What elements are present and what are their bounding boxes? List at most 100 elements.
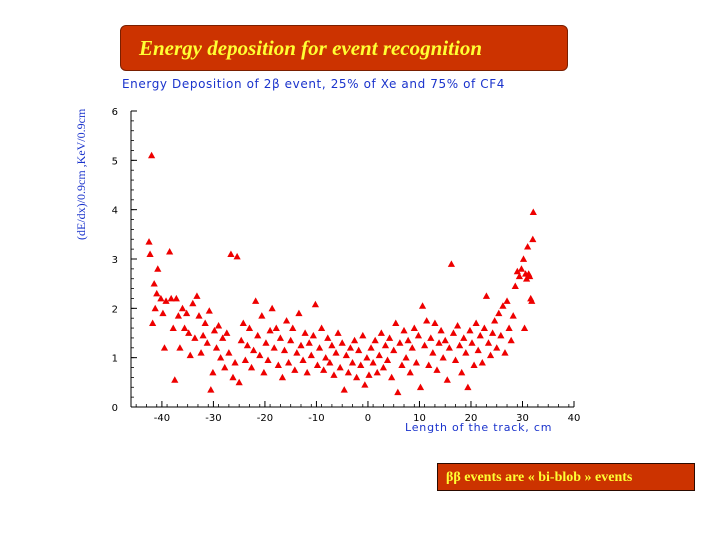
data-point	[482, 292, 491, 299]
data-point	[429, 349, 437, 356]
y-tick-label: 0	[112, 403, 118, 414]
data-point	[453, 322, 462, 329]
data-point	[145, 238, 153, 245]
data-point	[195, 312, 203, 319]
data-point	[501, 349, 509, 356]
data-point	[157, 294, 165, 302]
y-tick-label: 5	[112, 156, 118, 167]
x-axis-label: Length of the track, cm	[405, 421, 553, 434]
data-point	[385, 334, 394, 341]
data-point	[233, 252, 241, 260]
data-point	[313, 361, 322, 368]
data-point	[303, 368, 311, 376]
data-point	[462, 349, 470, 356]
data-point	[278, 373, 287, 381]
data-point	[229, 373, 237, 381]
data-point	[172, 294, 180, 302]
data-point	[153, 289, 161, 297]
data-point	[307, 351, 315, 359]
data-point	[489, 329, 497, 336]
data-point	[201, 319, 209, 327]
data-point	[529, 235, 537, 243]
x-tick-label: 10	[413, 413, 426, 424]
data-point	[404, 336, 412, 344]
data-point	[437, 326, 445, 334]
data-point	[214, 322, 223, 329]
data-point	[311, 300, 320, 308]
data-point	[447, 260, 456, 267]
data-point	[410, 324, 418, 331]
data-point	[276, 334, 284, 341]
data-point	[210, 326, 219, 334]
data-point	[205, 307, 213, 314]
x-tick-label: -10	[308, 413, 324, 424]
data-point	[301, 329, 309, 336]
data-point	[515, 272, 523, 280]
data-point	[441, 336, 449, 344]
data-point	[519, 255, 528, 262]
data-point	[524, 243, 532, 250]
data-point	[526, 272, 534, 280]
data-point	[379, 363, 388, 371]
data-point	[350, 336, 359, 344]
data-point	[254, 331, 262, 339]
data-point	[266, 326, 274, 334]
data-point	[340, 386, 348, 393]
data-point	[353, 373, 361, 381]
data-point	[495, 309, 503, 317]
data-point	[209, 368, 217, 376]
data-point	[412, 359, 420, 366]
data-point	[375, 351, 383, 359]
data-point	[317, 324, 326, 331]
data-point	[191, 334, 199, 341]
data-point	[197, 349, 205, 356]
data-point	[423, 317, 431, 324]
data-point	[491, 317, 499, 324]
data-point	[468, 339, 476, 346]
data-point	[357, 361, 365, 368]
data-point	[476, 331, 484, 339]
data-point	[355, 346, 363, 354]
data-point	[348, 359, 357, 366]
data-point	[460, 334, 468, 341]
data-point	[334, 329, 342, 336]
data-point	[203, 339, 211, 346]
data-point	[166, 248, 174, 255]
data-point	[371, 336, 379, 344]
chart-title: Energy Deposition of 2β event, 25% of Xe…	[122, 77, 506, 91]
data-point	[151, 304, 159, 312]
data-point	[402, 354, 410, 361]
data-point	[383, 356, 392, 364]
data-point	[146, 250, 154, 257]
data-point	[359, 331, 367, 339]
data-point	[219, 334, 227, 341]
data-point	[285, 359, 293, 366]
data-point	[239, 319, 247, 327]
data-point	[322, 354, 330, 361]
data-point	[282, 317, 291, 324]
data-point	[466, 326, 474, 334]
footer-note: ββ events are « bi-blob » events	[446, 470, 633, 485]
data-point	[456, 341, 464, 349]
data-point	[225, 349, 233, 356]
data-point	[328, 341, 336, 349]
data-point	[439, 354, 447, 361]
data-point	[361, 381, 369, 388]
data-point	[394, 388, 402, 396]
data-point	[396, 339, 404, 346]
data-point	[235, 378, 243, 386]
x-tick-label: -20	[257, 413, 273, 424]
slide-title-box: Energy deposition for event recognition	[120, 25, 568, 71]
x-tick-label: -40	[154, 413, 170, 424]
data-point	[293, 349, 301, 356]
data-point	[245, 324, 254, 331]
data-point	[363, 354, 371, 361]
data-point	[268, 304, 276, 312]
x-tick-label: 0	[365, 413, 371, 424]
data-point	[497, 331, 505, 339]
data-point	[427, 334, 435, 341]
data-point	[443, 376, 451, 383]
data-point	[305, 339, 313, 346]
x-tick-label: 20	[465, 413, 478, 424]
